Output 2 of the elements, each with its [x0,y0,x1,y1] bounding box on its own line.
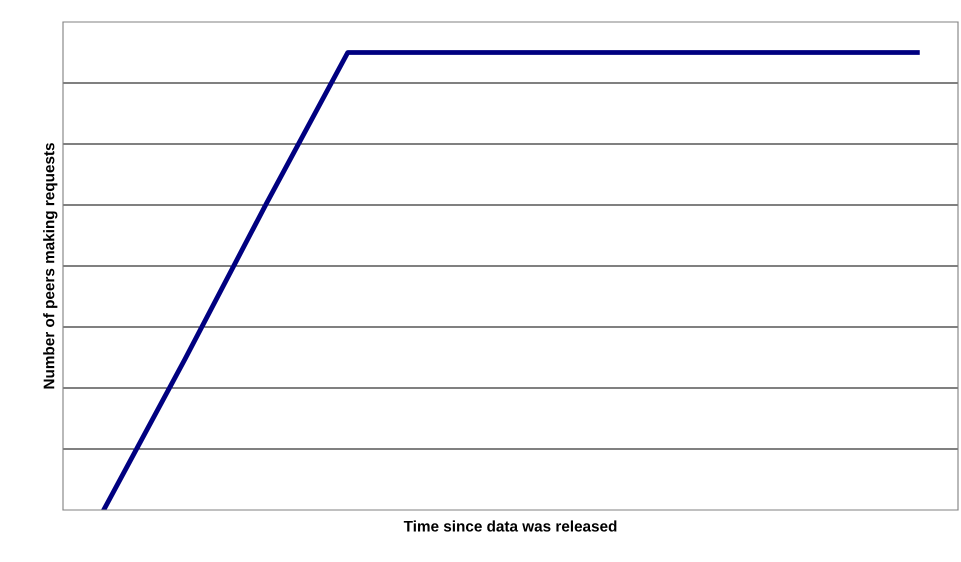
y-axis-title: Number of peers making requests [43,143,58,389]
x-axis-title: Time since data was released [404,520,616,532]
